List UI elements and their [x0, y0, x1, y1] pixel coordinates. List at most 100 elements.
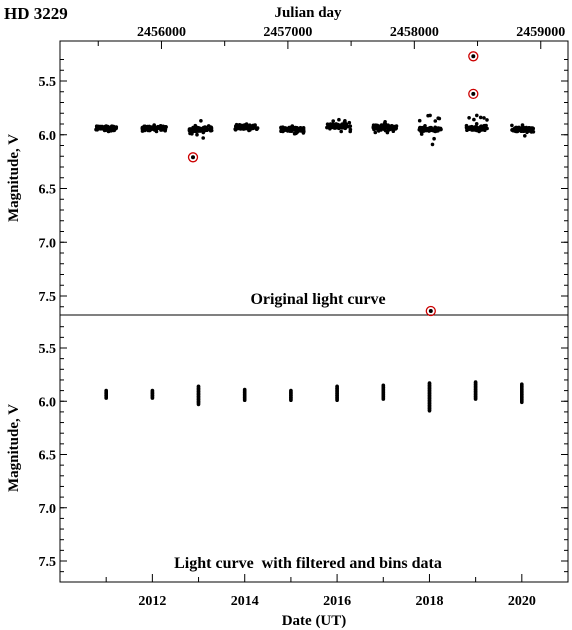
- light-curve-point: [233, 127, 237, 131]
- light-curve-point: [418, 126, 422, 130]
- binned-point: [242, 395, 247, 400]
- light-curve-point: [428, 113, 432, 118]
- light-curve-point: [236, 126, 241, 131]
- light-curve-point: [467, 116, 471, 120]
- light-curve-point: [294, 128, 298, 133]
- light-curve-point: [94, 124, 99, 128]
- light-curve-point: [527, 126, 531, 130]
- light-curve-point: [143, 124, 147, 129]
- binned-point: [242, 387, 247, 392]
- light-curve-point: [202, 128, 206, 133]
- light-curve-point: [247, 128, 251, 133]
- light-curve-point: [432, 136, 436, 141]
- light-curve-point: [347, 120, 352, 125]
- light-curve-point: [339, 129, 344, 134]
- x-tick-label: 2016: [323, 594, 351, 609]
- light-curve-point: [475, 113, 479, 118]
- outlier-ring: [187, 152, 199, 163]
- light-curve-point: [373, 130, 378, 135]
- binned-point: [427, 388, 432, 393]
- light-curve-point: [375, 127, 379, 131]
- binned-point: [427, 404, 432, 408]
- light-curve-point: [298, 126, 303, 130]
- binned-point: [520, 400, 524, 405]
- outlier-ring: [425, 305, 436, 317]
- binned-point: [289, 398, 293, 403]
- y-axis-label-top: Magnitude, V: [6, 134, 22, 222]
- y-tick-label: 6.0: [39, 395, 57, 410]
- binned-point: [335, 398, 339, 403]
- binned-point: [427, 399, 432, 403]
- light-curve-point: [430, 142, 435, 147]
- y-tick-label: 6.5: [39, 449, 57, 464]
- light-curve-point: [522, 128, 527, 133]
- light-curve-point: [94, 127, 99, 132]
- binned-point: [196, 389, 201, 394]
- bottom-panel-frame: [59, 314, 569, 583]
- light-curve-point: [520, 123, 525, 127]
- light-curve-point: [234, 122, 239, 127]
- top-panel-frame: [59, 40, 569, 316]
- y-tick-label: 6.0: [39, 129, 57, 144]
- y-tick-label: 7.5: [39, 555, 57, 570]
- light-curve-point: [432, 127, 437, 132]
- light-curve-point: [252, 125, 257, 130]
- light-curve-point: [241, 127, 245, 131]
- binned-point: [150, 391, 155, 395]
- light-curve-point: [153, 126, 158, 131]
- light-curve-point: [371, 125, 376, 129]
- y-tick-label: 7.5: [39, 290, 57, 305]
- light-curve-point: [188, 131, 192, 136]
- light-curve-point: [513, 129, 517, 133]
- binned-point: [520, 387, 524, 392]
- outlier-point: [471, 91, 476, 96]
- light-curve-point: [472, 117, 476, 122]
- binned-point: [520, 397, 524, 402]
- binned-point: [427, 381, 432, 385]
- light-curve-point: [106, 129, 111, 134]
- light-curve-point: [201, 136, 205, 140]
- light-curve-point: [199, 119, 203, 123]
- outlier-ring: [468, 51, 479, 62]
- binned-point: [104, 391, 108, 395]
- light-curve-point: [103, 128, 107, 132]
- binned-point: [473, 390, 478, 394]
- binned-point: [150, 393, 155, 398]
- light-curve-point: [337, 117, 341, 122]
- light-curve-point: [423, 124, 427, 128]
- binned-point: [520, 390, 524, 394]
- binned-point: [427, 396, 432, 401]
- binned-point: [242, 398, 247, 403]
- binned-point: [242, 393, 247, 397]
- binned-point: [427, 406, 432, 411]
- binned-point: [104, 388, 108, 393]
- outlier-point: [428, 309, 433, 313]
- binned-point: [473, 385, 478, 389]
- light-curve-point: [391, 129, 396, 133]
- light-curve-point: [424, 128, 428, 133]
- jd-tick-label: 2456000: [137, 25, 186, 40]
- light-curve-point: [152, 123, 156, 127]
- binned-point: [196, 384, 201, 389]
- light-curve-point: [530, 126, 535, 130]
- light-curve-point: [510, 123, 514, 128]
- light-curve-point: [482, 116, 486, 120]
- binned-point: [196, 397, 201, 402]
- light-curve-point: [474, 122, 479, 126]
- binned-point: [427, 386, 432, 391]
- jd-tick-label: 2458000: [390, 25, 439, 40]
- light-curve-point: [100, 124, 105, 129]
- light-curve-point: [111, 128, 116, 133]
- light-curve-point: [334, 124, 339, 128]
- binned-point: [427, 401, 432, 406]
- light-curve-point: [156, 124, 160, 129]
- binned-point: [427, 393, 432, 398]
- light-curve-point: [519, 129, 524, 133]
- light-curve-point: [385, 130, 390, 135]
- binned-point: [427, 383, 432, 388]
- jd-tick-label: 2459000: [516, 25, 565, 40]
- outlier-ring: [468, 88, 479, 100]
- jd-tick-label: 2457000: [263, 25, 312, 40]
- x-tick-label: 2020: [508, 594, 536, 609]
